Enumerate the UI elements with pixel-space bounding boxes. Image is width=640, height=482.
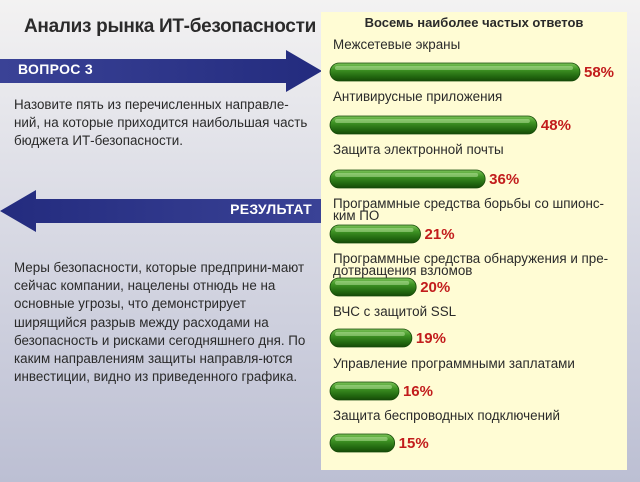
chart-panel: Восемь наиболее частых ответов Межсетевы…	[321, 12, 627, 470]
bar	[329, 115, 538, 135]
bar-highlight	[335, 332, 405, 336]
page-title: Анализ рынка ИТ-безопасности	[24, 16, 316, 37]
bar-highlight	[335, 437, 388, 441]
result-arrow: РЕЗУЛЬТАТ	[0, 190, 322, 232]
bar-highlight	[335, 173, 479, 177]
result-text: Меры безопасности, которые предприни-маю…	[14, 260, 306, 385]
bar-highlight	[335, 385, 392, 389]
arrow-right-icon	[0, 50, 322, 92]
bar	[329, 62, 581, 82]
bar	[329, 224, 421, 244]
bar-highlight	[335, 119, 530, 123]
result-label: РЕЗУЛЬТАТ	[230, 201, 312, 217]
arrow-left-icon	[0, 190, 322, 232]
question-text: Назовите пять из перечисленных направле-…	[14, 97, 308, 149]
bar-highlight	[335, 281, 410, 285]
value-label: 20%	[420, 279, 451, 296]
value-label: 16%	[402, 383, 433, 400]
bar-chart	[329, 62, 581, 453]
category-label: Защита беспроводных подключений	[333, 408, 560, 423]
value-label: 36%	[489, 171, 520, 188]
question-label: ВОПРОС 3	[18, 61, 93, 77]
value-label: 15%	[398, 435, 429, 452]
value-label: 48%	[540, 117, 571, 134]
bar-highlight	[335, 228, 414, 232]
category-label: Защита электронной почты	[333, 142, 504, 157]
bar	[329, 169, 486, 189]
value-label: 21%	[424, 226, 455, 243]
bar	[329, 381, 400, 401]
bar-highlight	[335, 66, 573, 70]
category-label: Программные средства борьбы со шпионс-ки…	[333, 196, 605, 223]
category-label: Антивирусные приложения	[333, 89, 503, 104]
bar	[329, 277, 417, 297]
category-label: ВЧС с защитой SSL	[333, 304, 457, 319]
chart-title: Восемь наиболее частых ответов	[364, 15, 584, 30]
question-arrow: ВОПРОС 3	[0, 50, 322, 92]
bar	[329, 433, 396, 453]
category-label: Межсетевые экраны	[333, 37, 461, 52]
category-label: Программные средства обнаружения и пре-д…	[333, 251, 609, 278]
bar	[329, 328, 413, 348]
value-label: 19%	[415, 330, 446, 347]
category-label: Управление программными заплатами	[333, 356, 575, 371]
value-label: 58%	[584, 64, 615, 81]
